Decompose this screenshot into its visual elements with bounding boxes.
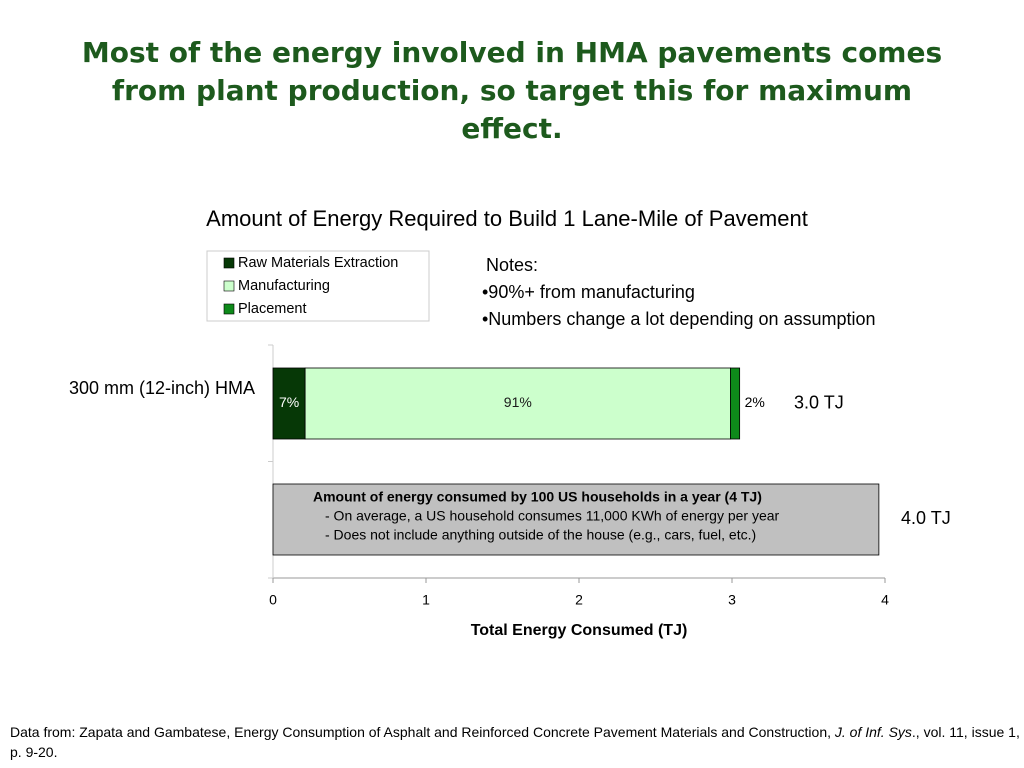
legend-box [206,250,430,322]
x-tick-label: 1 [422,592,430,608]
legend-label: Raw Materials Extraction [238,255,398,271]
legend-swatch [223,303,235,315]
x-tick-label: 4 [881,592,889,608]
notes-title: Notes: [486,255,538,275]
footer: Data from: Zapata and Gambatese, Energy … [10,722,1020,762]
category-label: 300 mm (12-inch) HMA [68,378,255,398]
note-item: •Numbers change a lot depending on assum… [482,309,876,329]
bar-segment [272,367,306,440]
footer-text: Data from: Zapata and Gambatese, Energy … [10,724,835,740]
reference-text: Amount of energy consumed by 100 US hous… [313,489,762,505]
legend-label: Placement [238,301,307,317]
x-tick-label: 0 [269,592,277,608]
legend-swatch [223,280,235,292]
reference-text: - Does not include anything outside of t… [325,527,756,543]
total-label: 4.0 TJ [901,508,951,528]
slide-title: Most of the energy involved in HMA pavem… [81,36,943,145]
reference-text: - On average, a US household consumes 11… [325,508,780,524]
value-label: 91% [504,394,532,410]
bar-segment [304,367,731,440]
value-label: 7% [279,394,299,410]
x-tick-label: 3 [728,592,736,608]
legend-label: Manufacturing [238,278,330,294]
reference-bar [272,483,880,556]
bar-segment [730,367,741,440]
footer-journal: J. of Inf. Sys [834,724,912,740]
value-label: 2% [745,394,765,410]
footer-text: ., vol. 11, issue 1, p. 9-20. [10,724,1020,760]
chart-title: Amount of Energy Required to Build 1 Lan… [206,206,808,231]
x-tick-label: 2 [575,592,583,608]
legend-swatch [223,257,235,269]
x-axis-label: Total Energy Consumed (TJ) [471,622,688,639]
total-label: 3.0 TJ [794,392,844,412]
note-item: •90%+ from manufacturing [482,282,695,302]
